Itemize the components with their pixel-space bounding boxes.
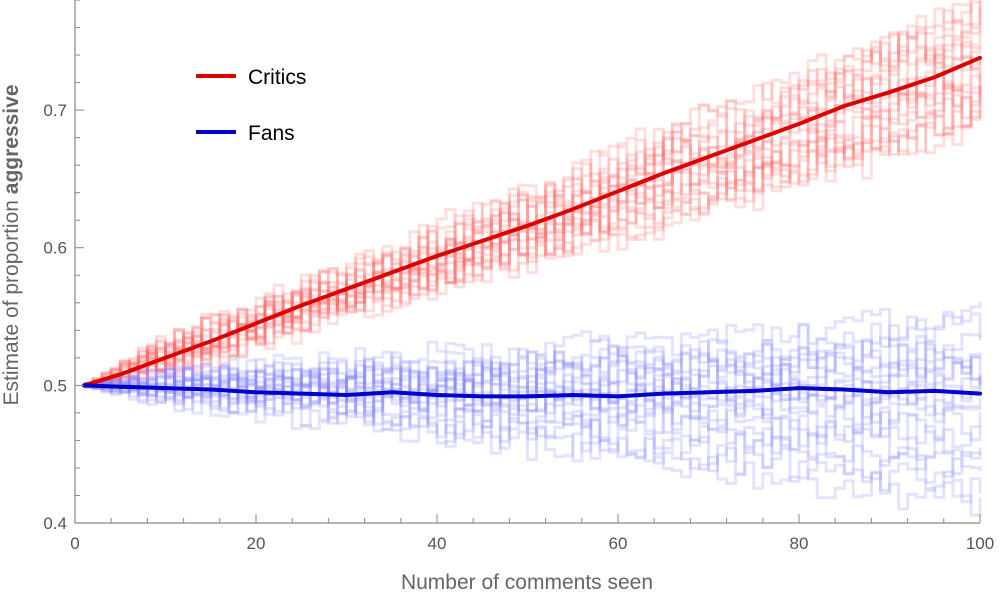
legend-label-critics: Critics — [248, 66, 306, 89]
series-line-fans — [82, 383, 982, 399]
critics-sample-line — [84, 86, 982, 387]
x-tick-label: 0 — [70, 534, 79, 553]
x-tick-label: 60 — [609, 534, 628, 553]
fans-sample-line — [84, 301, 982, 395]
y-axis-title: Estimate of proportion aggressive — [0, 84, 23, 405]
fans-sample-line — [84, 371, 982, 442]
critics-sample-line — [84, 46, 982, 388]
fans-sample-line — [84, 378, 982, 475]
critics-sample-line — [84, 38, 982, 386]
fans-sample-line — [84, 341, 982, 394]
fans-sample-line — [84, 312, 982, 397]
critics-sample-trajectories — [84, 0, 982, 389]
series-lines — [82, 55, 982, 399]
x-tick-label: 40 — [428, 534, 447, 553]
fans-sample-line — [84, 379, 982, 484]
x-axis-title: Number of comments seen — [401, 571, 653, 594]
fans-sample-line — [84, 368, 982, 417]
y-axis-title-prefix: Estimate of proportion — [0, 194, 23, 405]
critics-sample-line — [84, 40, 982, 387]
critics-sample-line — [84, 96, 982, 387]
legend: Critics Fans — [196, 66, 306, 145]
y-tick-label: 0.7 — [43, 101, 67, 120]
x-ticks: 0 20 40 60 80 100 — [70, 514, 994, 553]
fans-sample-line — [84, 372, 982, 419]
critics-sample-line — [84, 74, 982, 386]
legend-label-fans: Fans — [248, 122, 295, 145]
fans-sample-line — [84, 333, 982, 396]
y-axis-title-emphasis: aggressive — [0, 84, 23, 194]
y-tick-label: 0.6 — [43, 239, 67, 258]
fans-sample-line — [84, 347, 982, 399]
fans-sample-trajectories — [84, 301, 982, 517]
x-tick-label: 20 — [247, 534, 266, 553]
critics-sample-line — [84, 56, 982, 386]
critics-sample-line — [84, 84, 982, 388]
y-ticks: 0.4 0.5 0.6 0.7 — [43, 0, 84, 533]
critics-sample-line — [84, 85, 982, 385]
fans-sample-line — [84, 370, 982, 409]
fans-sample-line — [84, 378, 982, 504]
fans-sample-line — [84, 370, 982, 427]
fans-sample-line — [84, 375, 982, 460]
axes: 0 20 40 60 80 100 0.4 0.5 0.6 0.7 — [43, 0, 994, 553]
critics-sample-line — [84, 108, 982, 387]
y-tick-label: 0.5 — [43, 376, 67, 395]
critics-sample-line — [84, 70, 982, 389]
series-line-critics — [82, 55, 982, 388]
fans-sample-line — [84, 338, 982, 398]
x-tick-label: 100 — [966, 534, 994, 553]
fans-sample-line — [84, 381, 982, 517]
x-tick-label: 80 — [790, 534, 809, 553]
y-tick-label: 0.4 — [43, 514, 67, 533]
critics-sample-line — [84, 0, 982, 387]
critics-sample-line — [84, 110, 982, 387]
